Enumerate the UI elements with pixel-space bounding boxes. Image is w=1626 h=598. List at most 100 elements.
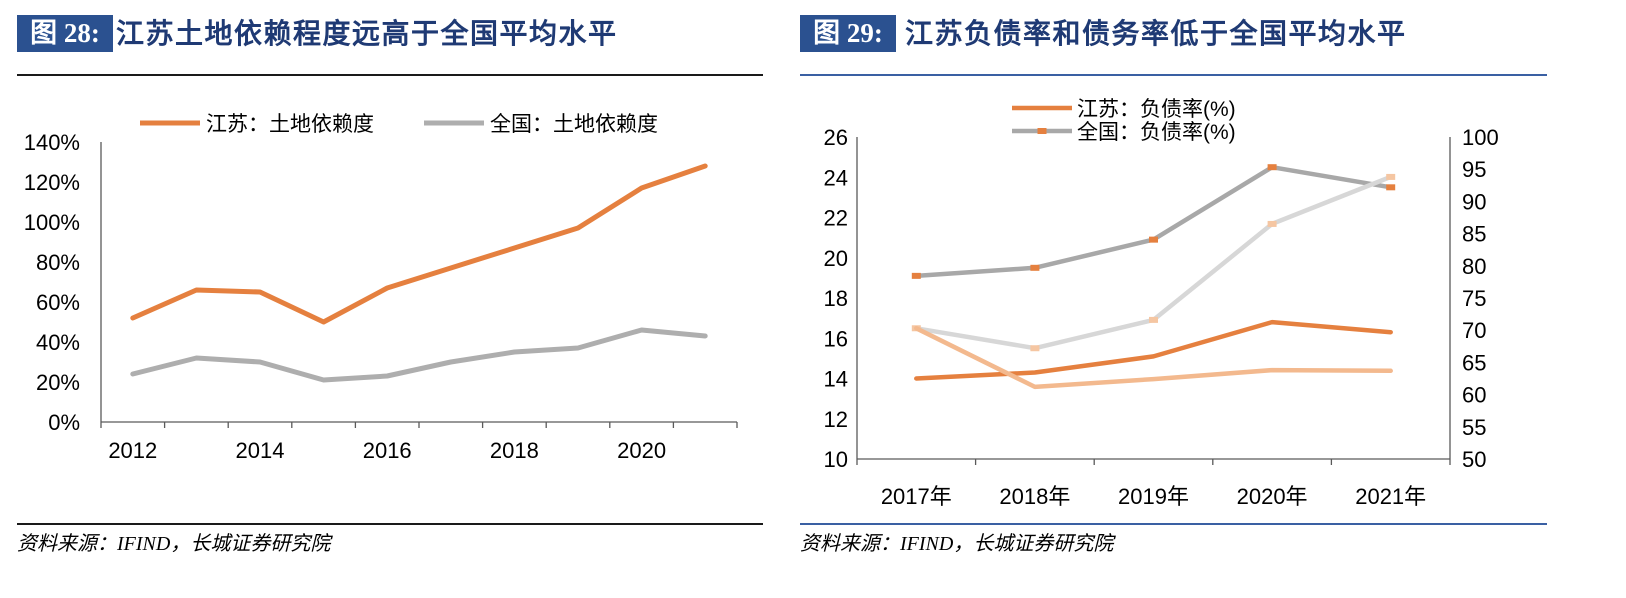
jiangsu-land-dependence-data-point bbox=[321, 320, 326, 324]
source-rule bbox=[800, 523, 1547, 525]
jiangsu-land-dependence-series bbox=[130, 163, 708, 325]
x-tick-label: 2018年 bbox=[999, 484, 1070, 509]
light-orange-series-data-point bbox=[1388, 368, 1393, 373]
figure-title: 江苏土地依赖程度远高于全国平均水平 bbox=[116, 17, 618, 50]
national-land-dependence-line bbox=[130, 327, 708, 383]
y-tick-label: 120% bbox=[24, 170, 80, 195]
x-tick-label: 2018 bbox=[490, 438, 539, 463]
legend-label-jiangsu-debt-ratio: 江苏：负债率(%) bbox=[1077, 98, 1236, 121]
national-land-dependence-data-point bbox=[321, 378, 326, 382]
jiangsu-land-dependence-line bbox=[130, 163, 708, 325]
x-tick-label: 2020年 bbox=[1237, 484, 1308, 509]
axes: 0% 20% 40% 60% 80% 100% 120% 140% 2012 2014 2016 20… bbox=[24, 130, 738, 463]
y-tick-label: 20% bbox=[36, 370, 80, 395]
jiangsu-debt-ratio-series bbox=[914, 319, 1393, 381]
national-debt-ratio-data-point bbox=[1030, 264, 1040, 271]
light-gray-series-data-point bbox=[1386, 173, 1396, 180]
y2-tick-label: 80 bbox=[1462, 254, 1486, 279]
jiangsu-land-dependence-data-point bbox=[512, 246, 517, 250]
legend-item-national: 全国：土地依赖度 bbox=[424, 113, 658, 136]
national-land-dependence-data-point bbox=[385, 374, 390, 378]
national-land-dependence-data-point bbox=[576, 346, 580, 350]
y-tick-label: 0% bbox=[48, 410, 80, 435]
national-land-dependence-data-point bbox=[258, 360, 262, 364]
jiangsu-debt-ratio-data-point bbox=[1151, 354, 1156, 359]
legend-label-national: 全国：土地依赖度 bbox=[490, 113, 658, 136]
x-tick-label: 2017年 bbox=[881, 484, 952, 509]
source-rule bbox=[17, 523, 763, 525]
jiangsu-land-dependence-data-point bbox=[385, 286, 390, 290]
title-rule bbox=[800, 74, 1547, 76]
jiangsu-debt-ratio-data-point bbox=[914, 376, 919, 381]
jiangsu-land-dependence-data-point bbox=[131, 316, 135, 320]
jiangsu-land-dependence-data-point bbox=[258, 290, 262, 294]
y2-tick-label: 75 bbox=[1462, 286, 1486, 311]
jiangsu-debt-ratio-data-point bbox=[1270, 320, 1274, 324]
figure-28-panel: 江苏：土地依赖度 全国：土地依赖度 0% 20% 40% 60% 80% 100% 120%… bbox=[0, 0, 790, 598]
x-tick-label: 2020 bbox=[617, 438, 666, 463]
national-land-dependence-series bbox=[130, 327, 708, 383]
y-tick-label: 80% bbox=[36, 250, 80, 275]
x-tick-label: 2014 bbox=[236, 438, 285, 463]
jiangsu-debt-ratio-data-point bbox=[1033, 370, 1037, 375]
legend-item-national-debt-ratio: 全国：负债率(%) bbox=[1012, 121, 1236, 144]
jiangsu-debt-ratio-data-point bbox=[1388, 330, 1393, 335]
y2-tick-label: 85 bbox=[1462, 222, 1486, 247]
x-tick-label: 2021年 bbox=[1355, 484, 1426, 509]
figure-29-panel: 江苏：负债率(%) 全国：负债率(%) 10 12 14 16 18 20 22 24 26 50… bbox=[790, 0, 1626, 598]
y2-tick-label: 50 bbox=[1462, 447, 1486, 472]
x-tick-label: 2012 bbox=[108, 438, 157, 463]
y-tick-label: 100% bbox=[24, 210, 80, 235]
y-tick-label: 22 bbox=[824, 206, 848, 231]
y-tick-label: 24 bbox=[824, 165, 848, 190]
debt-ratio-line-chart: 江苏：负债率(%) 全国：负债率(%) 10 12 14 16 18 20 22 24 26 50… bbox=[824, 98, 1499, 509]
national-debt-ratio-data-point bbox=[1149, 236, 1158, 243]
light-orange-series-data-point bbox=[1151, 377, 1156, 381]
jiangsu-land-dependence-data-point bbox=[449, 266, 453, 270]
axes: 10 12 14 16 18 20 22 24 26 50 55 60 65 70 75 80 85 90 95 10… bbox=[824, 125, 1499, 509]
jiangsu-land-dependence-data-point bbox=[576, 226, 580, 230]
y-tick-label: 40% bbox=[36, 330, 80, 355]
y2-tick-label: 100 bbox=[1462, 125, 1499, 150]
source-note: 资料来源：IFIND，长城证券研究院 bbox=[800, 533, 1114, 555]
light-gray-series-data-point bbox=[1030, 345, 1040, 352]
light-gray-series-data-point bbox=[1267, 220, 1277, 227]
y-tick-label: 10 bbox=[824, 447, 848, 472]
legend: 江苏：负债率(%) 全国：负债率(%) bbox=[1012, 98, 1236, 144]
legend: 江苏：土地依赖度 全国：土地依赖度 bbox=[140, 113, 658, 136]
x-tick-label: 2016 bbox=[363, 438, 412, 463]
light-orange-series-series bbox=[914, 326, 1393, 390]
title-rule bbox=[17, 74, 763, 76]
legend-marker-national-debt-ratio bbox=[1037, 128, 1047, 134]
y-tick-label: 60% bbox=[36, 290, 80, 315]
y-tick-label: 12 bbox=[824, 407, 848, 432]
light-orange-series-data-point bbox=[914, 326, 919, 331]
legend-label-jiangsu: 江苏：土地依赖度 bbox=[206, 113, 374, 136]
legend-label-national-debt-ratio: 全国：负债率(%) bbox=[1077, 121, 1236, 144]
source-note: 资料来源：IFIND，长城证券研究院 bbox=[17, 533, 331, 555]
y2-tick-label: 90 bbox=[1462, 189, 1486, 214]
y-tick-label: 26 bbox=[824, 125, 848, 150]
y2-tick-label: 70 bbox=[1462, 318, 1486, 343]
y2-tick-label: 60 bbox=[1462, 383, 1486, 408]
national-debt-ratio-data-point bbox=[1386, 184, 1396, 191]
national-debt-ratio-data-point bbox=[911, 272, 921, 279]
national-land-dependence-data-point bbox=[194, 356, 199, 360]
light-orange-series-data-point bbox=[1270, 368, 1274, 372]
national-debt-ratio-line bbox=[914, 164, 1393, 279]
y-tick-label: 14 bbox=[824, 367, 848, 392]
y-tick-label: 20 bbox=[824, 246, 848, 271]
y2-tick-label: 55 bbox=[1462, 415, 1486, 440]
national-land-dependence-data-point bbox=[449, 360, 453, 364]
y-tick-label: 140% bbox=[24, 130, 80, 155]
national-land-dependence-data-point bbox=[639, 328, 644, 332]
national-land-dependence-data-point bbox=[512, 350, 517, 354]
jiangsu-land-dependence-data-point bbox=[639, 186, 644, 190]
national-land-dependence-data-point bbox=[131, 372, 135, 376]
jiangsu-land-dependence-data-point bbox=[703, 164, 707, 168]
y-tick-label: 18 bbox=[824, 286, 848, 311]
figure-title: 江苏负债率和债务率低于全国平均水平 bbox=[905, 17, 1407, 50]
national-land-dependence-data-point bbox=[703, 334, 707, 338]
jiangsu-land-dependence-data-point bbox=[194, 288, 199, 292]
national-debt-ratio-data-point bbox=[1267, 164, 1277, 171]
